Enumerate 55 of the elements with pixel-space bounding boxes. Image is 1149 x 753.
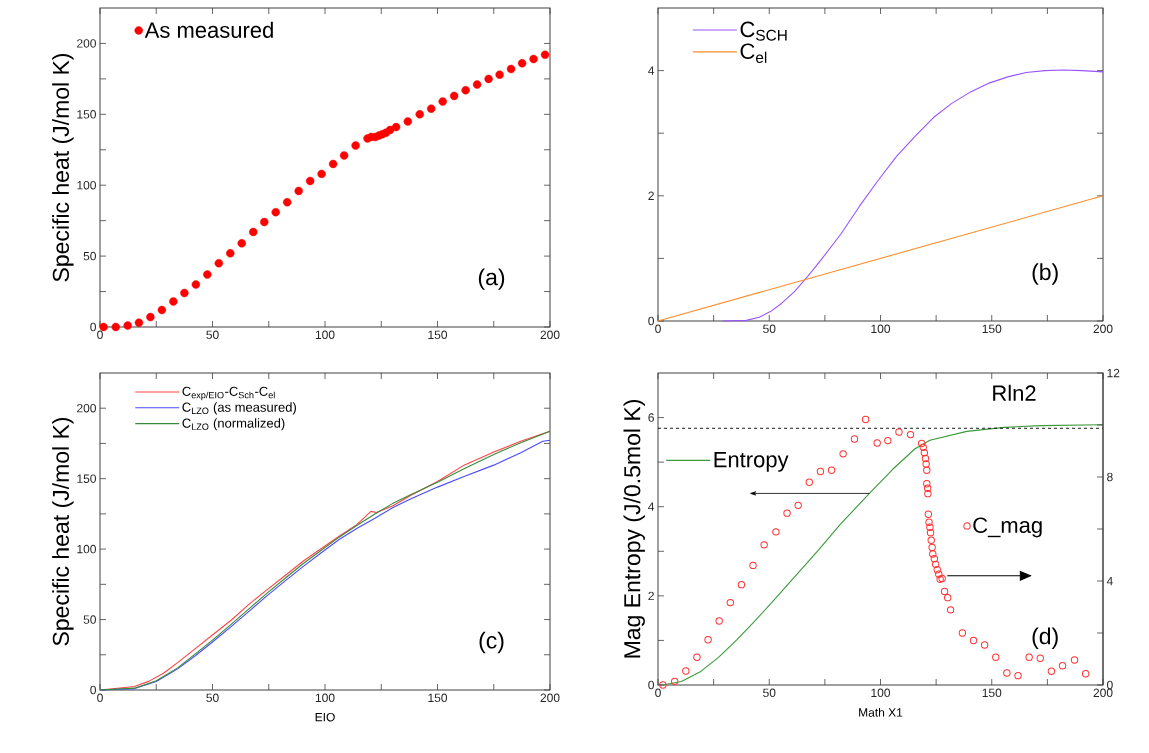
legend-label: As measured [144, 21, 273, 38]
y2-tick-label: 0 [1107, 680, 1113, 690]
y2-tick-label: 4 [1106, 576, 1113, 586]
y2-tick-label: 8 [1107, 472, 1113, 482]
x-tick-label: 150 [982, 324, 1002, 334]
x-tick-label: 50 [206, 330, 219, 340]
y-tick-label: 200 [77, 403, 96, 413]
x-tick-label: 100 [871, 688, 891, 698]
annotation: (d) [1032, 627, 1058, 649]
legend-label: C$_{LZO}$ (as measured) [182, 402, 296, 415]
y-tick-label: 4 [648, 66, 655, 75]
legend-label: C$_{el}$ [740, 43, 767, 63]
y-axis-title: Mag Entropy (J/0.5mol K) [623, 400, 645, 658]
x-tick-label: 200 [1093, 324, 1113, 334]
y2-tick-label: 12 [1107, 368, 1120, 378]
y-tick-label: 0 [648, 680, 655, 690]
y-tick-label: 6 [648, 413, 654, 422]
y-tick-label: 2 [648, 191, 654, 200]
x-axis-title: EIO [315, 712, 335, 722]
ref-line-label: Rln2 [993, 384, 1036, 401]
y-tick-label: 50 [83, 615, 96, 624]
legend-label: C$_{LZO}$ (normalized) [182, 418, 285, 431]
annotation: (b) [1032, 263, 1058, 285]
x-tick-label: 50 [763, 324, 776, 334]
x-tick-label: 0 [97, 693, 103, 703]
y-tick-label: 100 [77, 544, 96, 554]
y-tick-label: 200 [77, 39, 96, 48]
y-tick-label: 2 [648, 591, 654, 601]
y-tick-label: 0 [648, 316, 655, 326]
y-tick-label: 100 [77, 180, 96, 190]
x-tick-label: 100 [315, 693, 335, 703]
y-tick-label: 150 [77, 110, 96, 119]
x-axis-title: Math X1 [859, 707, 903, 717]
y-axis-title: Specific heat (J/mol K) [52, 417, 74, 646]
x-tick-label: 200 [540, 693, 560, 703]
x-tick-label: 50 [763, 688, 776, 698]
x-tick-label: 200 [540, 330, 560, 340]
legend-label: C_mag [973, 517, 1042, 538]
x-tick-label: 150 [428, 330, 448, 340]
x-tick-label: 150 [428, 693, 448, 703]
legend-label: Entropy [714, 452, 789, 472]
annotation: (c) [479, 631, 504, 654]
y-tick-label: 150 [77, 474, 96, 483]
y-tick-label: 50 [83, 251, 96, 261]
x-tick-label: 150 [982, 688, 1002, 698]
x-tick-label: 200 [1093, 688, 1113, 698]
legend-label: C$_{SCH}$ [740, 21, 787, 41]
y-axis-title: Specific heat (J/mol K) [52, 53, 74, 282]
x-tick-label: 50 [206, 693, 219, 703]
x-tick-label: 100 [315, 330, 335, 340]
legend-label: C$_{exp/EIO}$-C$_{Sch}$-C$_{el}$ [182, 386, 275, 401]
x-tick-label: 0 [97, 330, 103, 340]
annotation: (a) [478, 268, 505, 290]
x-tick-label: 100 [871, 324, 891, 334]
y-tick-label: 4 [648, 502, 655, 511]
